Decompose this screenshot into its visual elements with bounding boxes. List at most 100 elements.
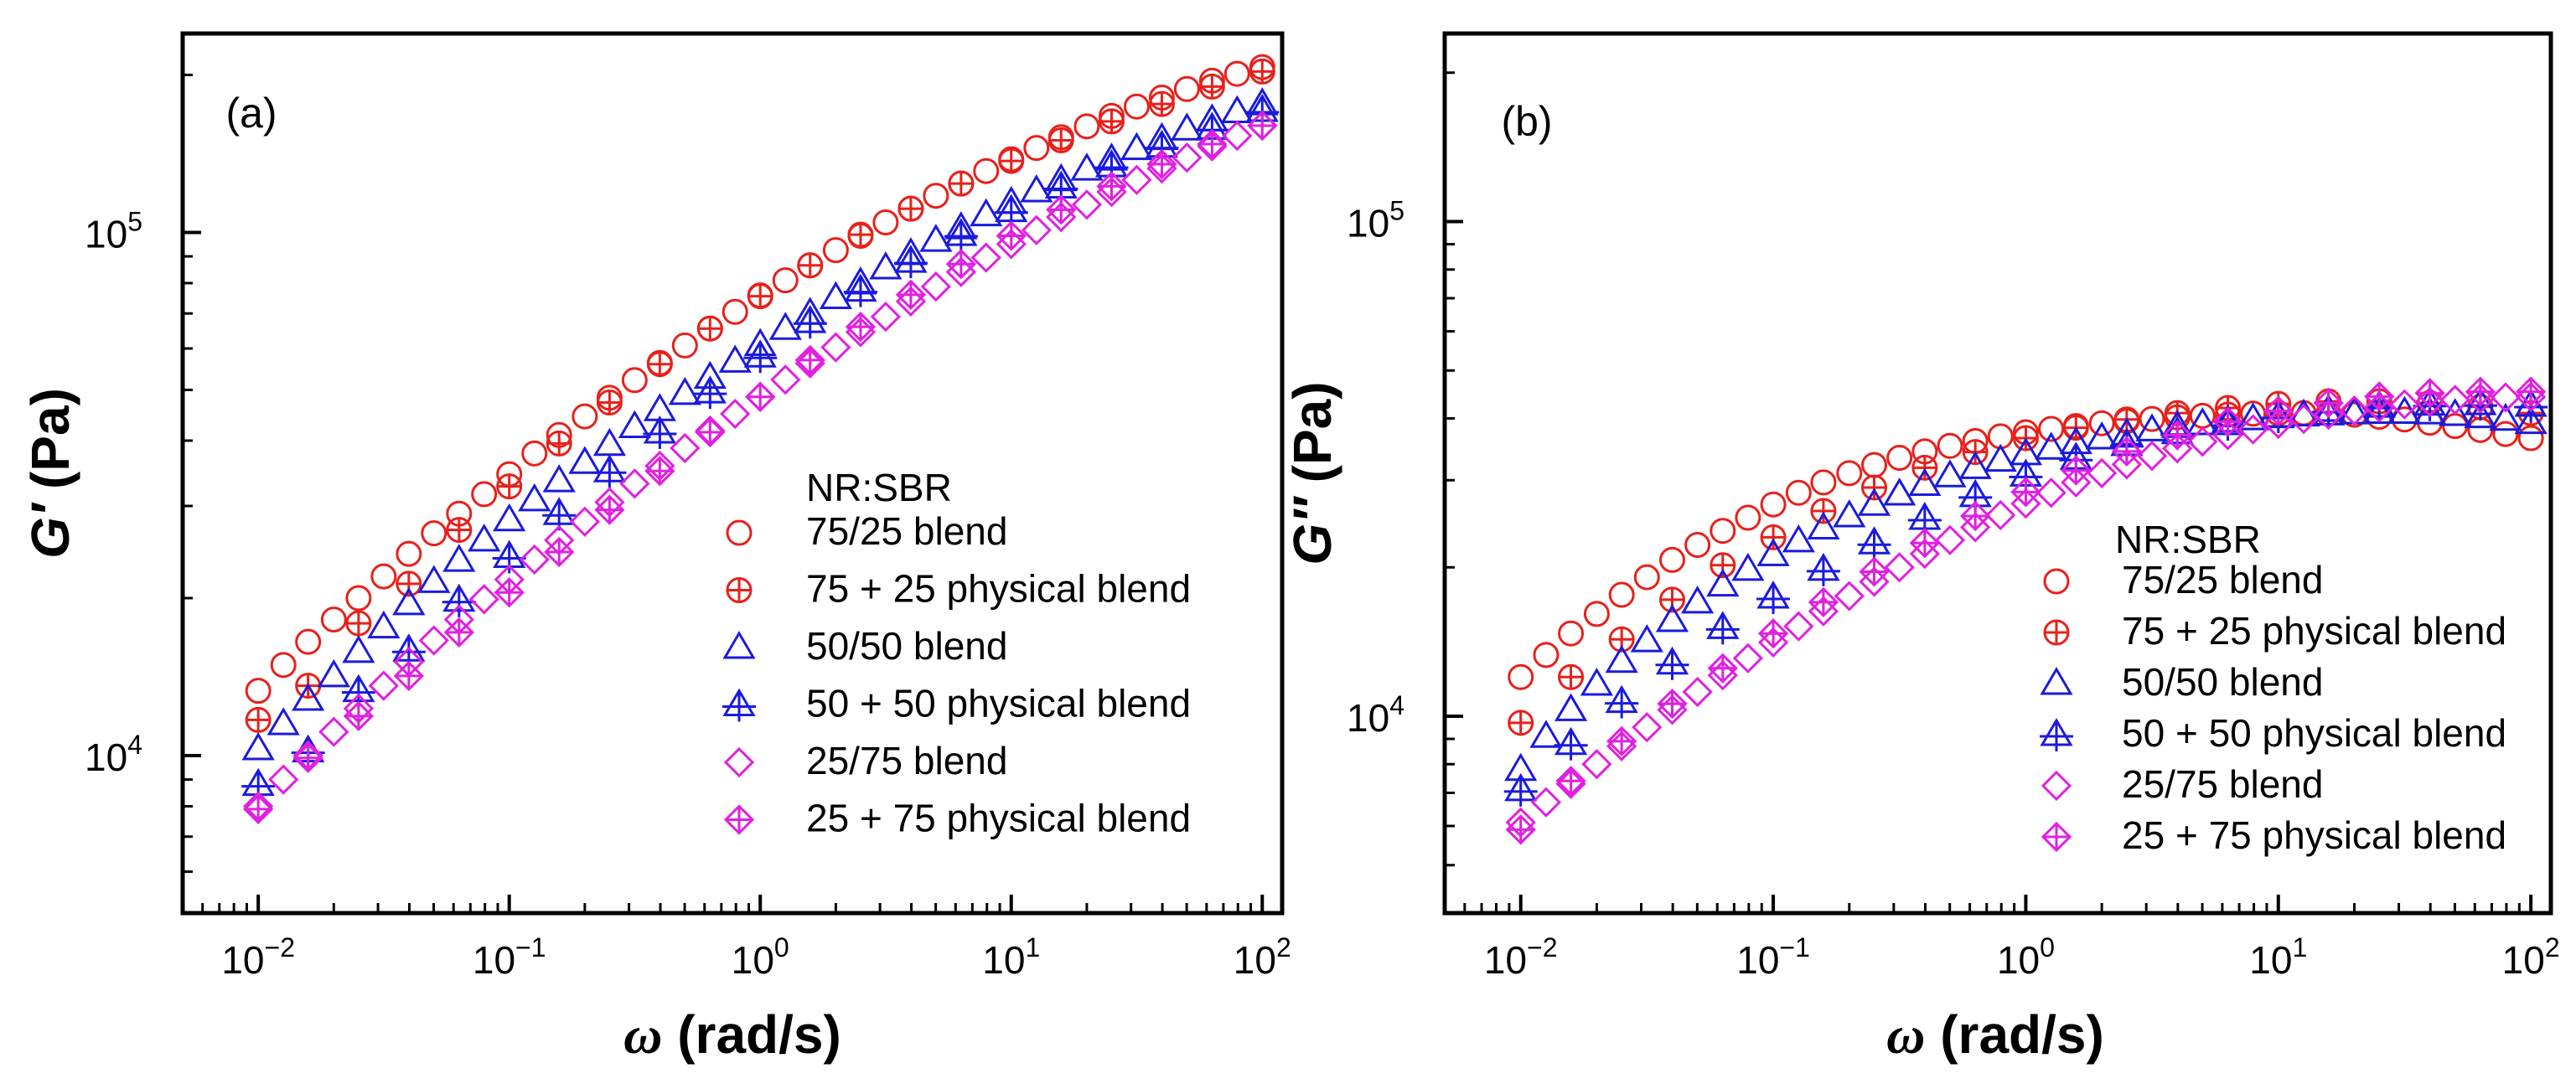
data-point [1861,452,1888,478]
data-point [1071,189,1103,220]
data-point [367,610,401,639]
data-point [2467,416,2494,443]
data-point [518,483,551,512]
legend-symbol [726,519,753,546]
data-point [572,403,598,430]
data-point-cross [344,702,372,730]
legend-symbol-cross [727,578,751,602]
data-point [392,586,426,616]
data-point [1657,694,1688,725]
data-point-cross [999,149,1023,173]
data-point [592,427,627,457]
data-point-cross [1148,151,1176,178]
data-point [568,446,602,474]
data-point [923,183,949,209]
data-point [1886,445,1913,472]
data-point [2136,441,2168,472]
data-point-cross [1911,529,1938,557]
data-point [671,332,698,359]
data-point [417,565,451,593]
data-point-cross [1709,654,1736,682]
data-point [1197,131,1228,162]
data-point [2490,382,2522,413]
data-point [2061,467,2092,498]
x-axis-title: ω (rad/s) [623,1004,841,1065]
legend-symbol [723,746,755,778]
data-point [2237,414,2268,445]
data-point [1658,546,1685,573]
data-point [2339,395,2370,426]
data-point-cross [893,247,928,279]
data-point [1222,120,1253,152]
data-point [1735,504,1761,531]
legend-symbol-cross [722,690,756,722]
data-point-cross [798,253,822,277]
data-point-cross [2164,421,2191,449]
data-point [770,364,801,395]
data-point [1121,164,1152,195]
data-point [2212,420,2243,451]
data-point [1555,766,1586,797]
data-point [292,683,325,711]
legend-title: NR:SBR [806,466,952,509]
data-point-cross [395,662,422,689]
data-point [895,286,927,317]
data-point-cross [1503,775,1538,807]
legend-label: 75/25 blend [2122,558,2323,601]
legend-entry-50-50-physical-blend: 50 + 50 physical blend [2040,711,2506,755]
data-point [1529,720,1563,748]
data-point [370,563,397,590]
data-point-cross [1250,59,1275,84]
data-point [342,634,375,663]
data-point-cross [796,346,824,374]
data-point [2010,488,2041,519]
data-point-cross [1912,456,1937,480]
data-point [1530,787,1562,818]
data-point [2439,385,2470,415]
data-point [2465,383,2496,414]
data-point-cross [949,172,973,196]
data-point [1857,488,1891,516]
legend-label: 25 + 75 physical blend [2122,813,2506,857]
data-point-cross [2214,408,2242,436]
data-point [241,732,275,761]
data-point [295,628,322,655]
data-point [872,209,899,236]
plot-frame [1442,31,2553,916]
data-point [1810,469,1837,496]
data-point [870,301,902,333]
legend-entry-50-50-physical-blend: 50 + 50 physical blend [722,682,1191,725]
data-point [1605,644,1638,674]
data-point [2364,392,2395,423]
data-point [468,584,499,615]
data-point [1554,693,1588,721]
data-point [768,312,802,340]
data-point [1073,113,1100,140]
data-point-cross [245,795,272,823]
data-point [722,298,748,325]
data-point [2111,449,2142,480]
data-point-cross [1756,582,1791,614]
x-tick-label: 101 [2249,932,2307,982]
data-point-cross [447,518,471,542]
data-point [2389,389,2420,420]
data-point [973,157,1000,184]
y-tick-label: 105 [85,206,142,255]
data-point [772,267,799,294]
data-point [2212,406,2243,437]
data-point [1883,477,1916,506]
data-point [1707,653,1738,684]
data-point [820,332,851,363]
data-point-cross [1705,613,1740,645]
data-point-cross [1099,109,1124,133]
data-point [494,577,525,608]
data-point [720,398,751,430]
data-point [268,764,299,795]
data-point [1581,749,1612,780]
axis-ticks [183,73,1265,913]
data-point-cross [793,307,827,339]
legend-title: NR:SBR [2115,518,2261,561]
data-point-cross [1198,131,1226,158]
legend-entry-75-25-physical-blend: 75 + 25 physical blend [726,567,1191,611]
data-point [2263,408,2294,440]
